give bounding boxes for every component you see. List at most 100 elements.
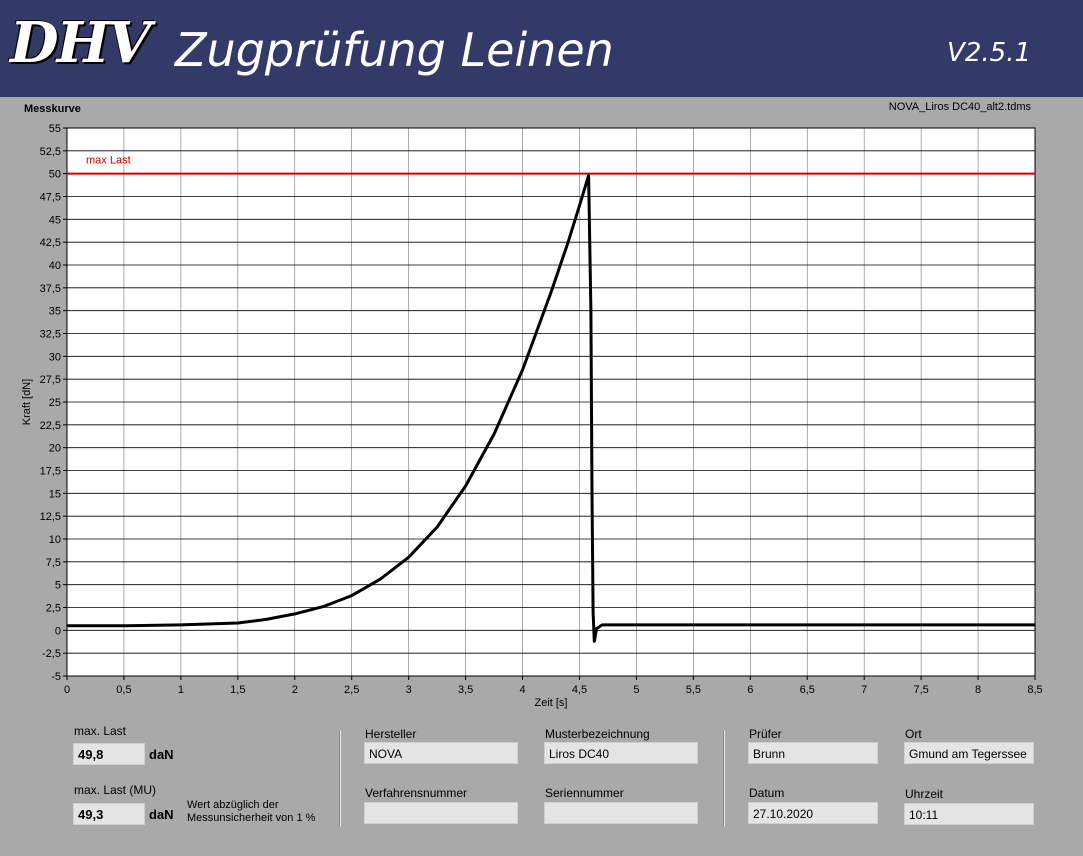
- pruefer-field[interactable]: Brunn: [748, 742, 878, 764]
- measurement-chart[interactable]: -5-2,502,557,51012,51517,52022,52527,530…: [0, 115, 1083, 715]
- y-tick-label: 25: [49, 397, 61, 409]
- ort-label: Ort: [905, 727, 922, 741]
- series-point: [1034, 624, 1036, 626]
- y-tick-label: 0: [55, 625, 61, 637]
- series-point: [66, 624, 68, 627]
- seriennummer-label: Seriennummer: [545, 786, 624, 800]
- y-tick-label: -2,5: [42, 648, 61, 660]
- x-tick-label: 7,5: [913, 684, 928, 696]
- series-point: [464, 485, 467, 487]
- reference-line-group: max Last: [67, 155, 1035, 175]
- y-tick-label: 47,5: [40, 192, 61, 204]
- series-point: [322, 605, 325, 608]
- y-tick-label: 35: [49, 306, 61, 318]
- y-tick-label: 40: [49, 260, 61, 272]
- y-tick-label: 37,5: [40, 283, 61, 295]
- logo-text: DHV: [10, 10, 151, 76]
- panel-separator-2: [723, 730, 725, 827]
- dhv-logo: DHV: [10, 8, 160, 90]
- mu-note-line1: Wert abzüglich der: [187, 799, 279, 811]
- y-tick-label: 10: [49, 534, 61, 546]
- series-point: [593, 640, 596, 643]
- verfahrensnummer-field[interactable]: [364, 802, 518, 824]
- series-point: [601, 624, 604, 626]
- ort-field[interactable]: Gmund am Tegerssee: [904, 742, 1034, 764]
- y-tick-label: 45: [49, 214, 61, 226]
- series-point: [521, 369, 524, 371]
- y-tick-label: 5: [55, 580, 61, 592]
- y-tick-label: 2,5: [46, 603, 61, 615]
- x-tick-label: 5,5: [686, 684, 701, 696]
- y-tick-label: 20: [49, 443, 61, 455]
- y-tick-label: 27,5: [40, 374, 61, 386]
- y-tick-label: 12,5: [40, 511, 61, 523]
- series-point: [493, 433, 495, 435]
- x-tick-label: 8,5: [1027, 684, 1042, 696]
- series-group: [66, 174, 1036, 643]
- seriennummer-field[interactable]: [544, 802, 698, 824]
- x-tick-label: 3: [406, 684, 412, 696]
- y-tick-label: 22,5: [40, 420, 61, 432]
- series-point: [977, 624, 979, 626]
- series-point: [590, 309, 592, 312]
- app-title: Zugprüfung Leinen: [175, 23, 614, 77]
- y-tick-label: 32,5: [40, 329, 61, 341]
- y-tick-label: 42,5: [40, 237, 61, 249]
- y-axis-label: Kraft [dN]: [21, 379, 33, 425]
- x-tick-label: 4,5: [572, 684, 587, 696]
- x-tick-label: 5: [633, 684, 639, 696]
- x-tick-label: 1,5: [230, 684, 245, 696]
- musterbezeichnung-field[interactable]: Liros DC40: [544, 742, 698, 764]
- hersteller-field[interactable]: NOVA: [364, 742, 518, 764]
- y-axis-ticks: -5 -2,5 0 2,5 5 7,5 10 12,5 15 17,5 20 22,5 25 27,5 30…: [40, 123, 67, 683]
- series-point: [567, 241, 569, 243]
- musterbezeichnung-label: Musterbezeichnung: [545, 727, 650, 741]
- series-point: [180, 624, 182, 626]
- reference-line-label: max Last: [86, 155, 131, 167]
- series-point: [578, 204, 581, 207]
- y-tick-label: 7,5: [46, 557, 61, 569]
- series-point: [749, 624, 752, 626]
- series-point: [379, 578, 381, 580]
- uhrzeit-field[interactable]: 10:11: [904, 803, 1034, 825]
- x-tick-label: 8: [975, 684, 981, 696]
- series-point: [350, 594, 353, 597]
- series-point: [550, 291, 552, 294]
- max-last-mu-unit: daN: [149, 807, 174, 822]
- x-tick-label: 2,5: [344, 684, 359, 696]
- datum-field[interactable]: 27.10.2020: [748, 802, 878, 824]
- chart-caption: Messkurve: [24, 103, 81, 115]
- panel-separator-1: [339, 730, 341, 827]
- series-point: [595, 627, 598, 630]
- series-point: [123, 624, 125, 627]
- x-tick-label: 4: [519, 684, 525, 696]
- series-point: [436, 526, 438, 528]
- series-point: [407, 556, 410, 559]
- max-last-mu-value: 49,3: [73, 803, 145, 825]
- datum-label: Datum: [749, 786, 785, 800]
- x-tick-label: 6,5: [800, 684, 815, 696]
- mu-note-line2: Messunsicherheit von 1 %: [187, 812, 316, 824]
- x-tick-label: 3,5: [458, 684, 473, 696]
- chart-grid: [66, 127, 1036, 677]
- series-point: [592, 611, 594, 613]
- verfahrensnummer-label: Verfahrensnummer: [365, 786, 468, 800]
- uhrzeit-label: Uhrzeit: [905, 787, 944, 801]
- series-point: [237, 622, 239, 624]
- x-axis-ticks: 0 0,5 1 1,5 2 2,5 3 3,5 4 4,5 5 5,5 6 6,5 7 7,5 8 8,5: [64, 676, 1043, 696]
- x-tick-label: 0,5: [116, 684, 131, 696]
- y-tick-label: 55: [49, 123, 61, 135]
- series-point: [635, 624, 638, 626]
- max-last-mu-label: max. Last (MU): [74, 783, 157, 797]
- pruefer-label: Prüfer: [749, 727, 782, 741]
- y-tick-label: 15: [49, 488, 61, 500]
- y-tick-label: 30: [49, 351, 61, 363]
- series-point: [591, 492, 593, 495]
- series-point: [863, 624, 865, 626]
- y-tick-label: 17,5: [40, 466, 61, 478]
- series-point: [265, 618, 268, 621]
- x-tick-label: 1: [178, 684, 184, 696]
- x-axis-label: Zeit [s]: [534, 697, 567, 709]
- x-tick-label: 0: [64, 684, 70, 696]
- version-label: V2.5.1: [947, 38, 1031, 68]
